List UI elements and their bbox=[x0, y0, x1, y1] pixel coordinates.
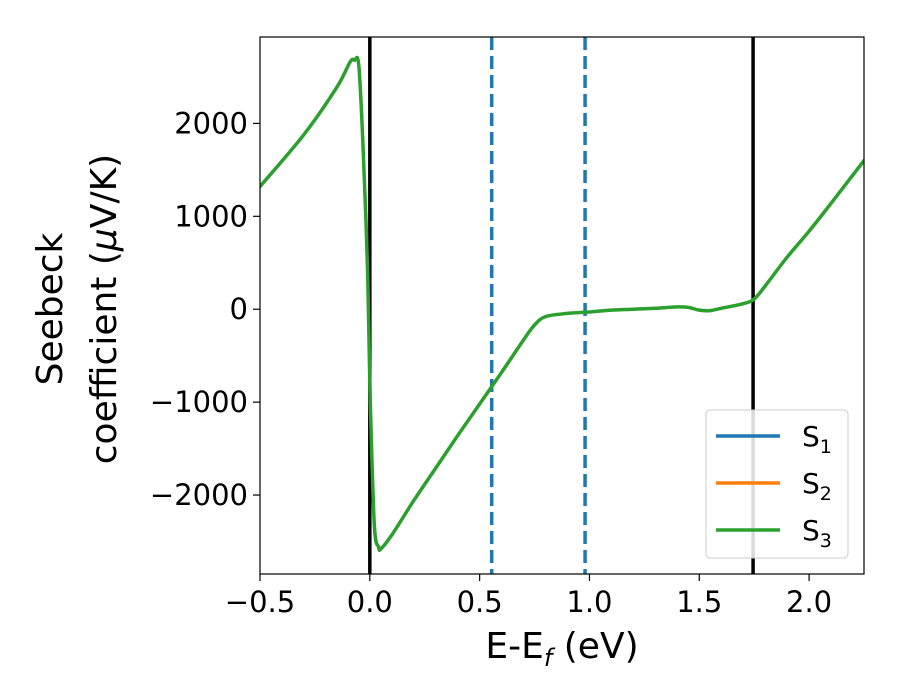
y-axis-title-line2-prefix: coefficient ( bbox=[84, 251, 125, 464]
axis-ticks: −0.5 0.0 0.5 1.0 1.5 2.0 −2000 −1000 0 1000 2000 bbox=[150, 106, 832, 619]
y-tick-label: 1000 bbox=[174, 199, 248, 233]
x-tick-label: 1.5 bbox=[676, 585, 722, 619]
legend-label-s1: S1 bbox=[802, 420, 832, 458]
y-axis-title: Seebeck coefficient (μV/K) bbox=[30, 154, 125, 464]
series-line-s3 bbox=[260, 55, 864, 553]
legend: S1 S2 S3 bbox=[705, 409, 849, 559]
svg-text:Seebeck: Seebeck bbox=[30, 232, 71, 385]
x-tick-label: 1.0 bbox=[566, 585, 612, 619]
legend-label-s3: S3 bbox=[802, 514, 832, 552]
x-axis-title: E-Ef (eV) bbox=[485, 626, 638, 672]
svg-text:coefficient (μV/K): coefficient (μV/K) bbox=[84, 154, 125, 464]
x-tick-label: 0.0 bbox=[347, 585, 393, 619]
x-tick-label: 0.5 bbox=[457, 585, 503, 619]
y-tick-label: 0 bbox=[230, 292, 248, 326]
x-tick-label: 2.0 bbox=[786, 585, 832, 619]
y-axis-title-line2-suffix: V/K) bbox=[84, 154, 125, 228]
y-axis-title-mu: μ bbox=[84, 228, 125, 252]
plot-border bbox=[259, 36, 865, 575]
axes-frame bbox=[259, 36, 865, 575]
y-tick-label: 2000 bbox=[174, 106, 248, 140]
x-axis-title-unit: (eV) bbox=[552, 626, 638, 667]
x-tick-label: −0.5 bbox=[225, 585, 295, 619]
y-axis-title-line1: Seebeck bbox=[30, 232, 71, 385]
y-tick-label: −1000 bbox=[150, 385, 248, 419]
y-tick-label: −2000 bbox=[150, 478, 248, 512]
legend-label-s2: S2 bbox=[802, 467, 832, 505]
x-axis-title-main: E-E bbox=[485, 626, 543, 667]
